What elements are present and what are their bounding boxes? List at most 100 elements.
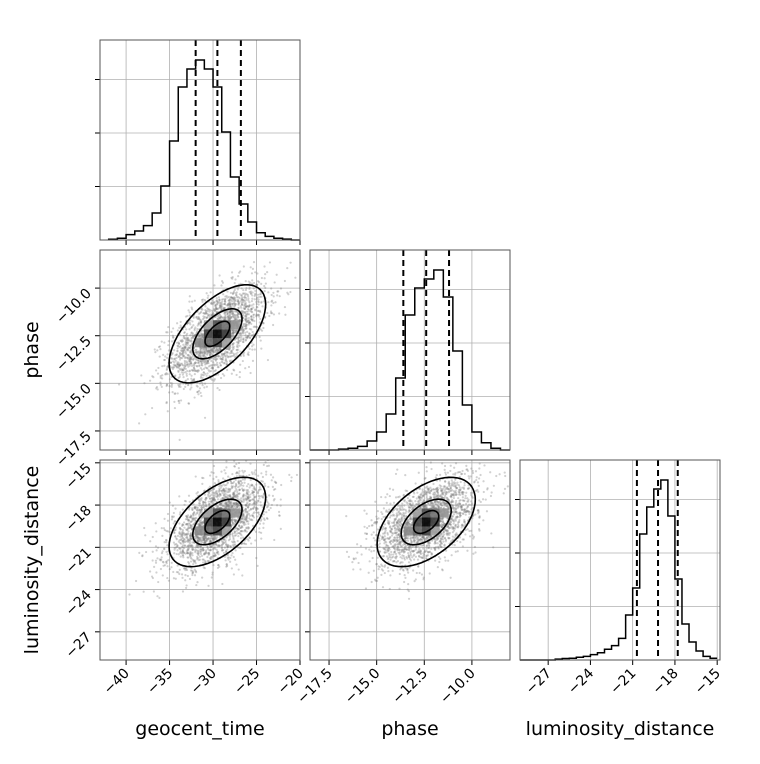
scatter-point — [249, 462, 251, 464]
scatter-point — [215, 300, 217, 302]
scatter-point — [208, 501, 210, 503]
scatter-point — [179, 376, 181, 378]
scatter-point — [204, 305, 206, 307]
scatter-point — [245, 489, 247, 491]
scatter-point — [231, 313, 233, 315]
scatter-point — [251, 349, 253, 351]
y-tick-label: −10.0 — [53, 286, 95, 328]
scatter-point — [272, 495, 274, 497]
scatter-point — [157, 547, 159, 549]
scatter-point — [184, 357, 186, 359]
scatter-point — [162, 574, 164, 576]
scatter-point — [246, 493, 248, 495]
density-cell — [195, 526, 204, 535]
scatter-point — [250, 266, 252, 268]
scatter-point — [223, 494, 225, 496]
scatter-point — [210, 500, 212, 502]
scatter-point — [161, 377, 163, 379]
scatter-point — [173, 361, 175, 363]
scatter-point — [190, 514, 192, 516]
scatter-point — [226, 290, 228, 292]
scatter-point — [260, 348, 262, 350]
scatter-point — [211, 299, 213, 301]
scatter-point — [166, 357, 168, 359]
scatter-point — [389, 559, 391, 561]
scatter-point — [165, 539, 167, 541]
scatter-point — [184, 574, 186, 576]
scatter-point — [258, 531, 260, 533]
scatter-point — [265, 282, 267, 284]
scatter-point — [229, 496, 231, 498]
scatter-point — [204, 417, 206, 419]
scatter-point — [226, 482, 228, 484]
scatter-point — [211, 303, 213, 305]
scatter-point — [211, 310, 213, 312]
scatter-point — [186, 523, 188, 525]
scatter-point — [273, 539, 275, 541]
scatter-point — [218, 274, 220, 276]
scatter-point — [235, 534, 237, 536]
scatter-point — [185, 587, 187, 589]
scatter-point — [224, 472, 226, 474]
scatter-point — [261, 330, 263, 332]
scatter-point — [258, 513, 260, 515]
scatter-point — [155, 522, 157, 524]
scatter-point — [279, 295, 281, 297]
scatter-point — [234, 520, 236, 522]
scatter-point — [168, 340, 170, 342]
scatter-point — [245, 527, 247, 529]
scatter-point — [190, 378, 192, 380]
scatter-point — [226, 546, 228, 548]
scatter-point — [167, 326, 169, 328]
scatter-point — [189, 521, 191, 523]
scatter-point — [175, 365, 177, 367]
scatter-point — [185, 316, 187, 318]
scatter-point — [179, 536, 181, 538]
scatter-point — [154, 348, 156, 350]
scatter-point — [468, 475, 470, 477]
scatter-point — [156, 349, 158, 351]
scatter-point — [235, 506, 237, 508]
scatter-point — [161, 365, 163, 367]
scatter-point — [247, 523, 249, 525]
scatter-point — [363, 510, 365, 512]
scatter-point — [216, 297, 218, 299]
scatter-point — [233, 556, 235, 558]
scatter-point — [195, 513, 197, 515]
scatter-point — [264, 485, 266, 487]
scatter-point — [248, 527, 250, 529]
scatter-point — [250, 479, 252, 481]
scatter-point — [215, 476, 217, 478]
scatter-point — [244, 334, 246, 336]
scatter-point — [252, 316, 254, 318]
scatter-point — [203, 506, 205, 508]
scatter-point — [209, 486, 211, 488]
scatter-point — [182, 372, 184, 374]
scatter-point — [266, 312, 268, 314]
scatter-point — [279, 515, 281, 517]
scatter-point — [210, 494, 212, 496]
scatter-point — [231, 473, 233, 475]
scatter-point — [258, 527, 260, 529]
scatter-point — [259, 296, 261, 298]
scatter-point — [244, 478, 246, 480]
scatter-point — [177, 345, 179, 347]
scatter-point — [236, 349, 238, 351]
scatter-point — [194, 300, 196, 302]
scatter-point — [262, 494, 264, 496]
scatter-point — [246, 514, 248, 516]
scatter-point — [187, 548, 189, 550]
scatter-point — [238, 472, 240, 474]
scatter-point — [244, 367, 246, 369]
scatter-point — [256, 515, 258, 517]
x-tick-label: −10.0 — [437, 666, 479, 708]
scatter-point — [173, 577, 175, 579]
x-tick-label: −25 — [231, 666, 263, 698]
scatter-point — [242, 292, 244, 294]
scatter-point — [189, 323, 191, 325]
scatter-point — [264, 290, 266, 292]
scatter-point — [238, 345, 240, 347]
scatter-point — [253, 499, 255, 501]
scatter-point — [206, 316, 208, 318]
scatter-point — [257, 475, 259, 477]
